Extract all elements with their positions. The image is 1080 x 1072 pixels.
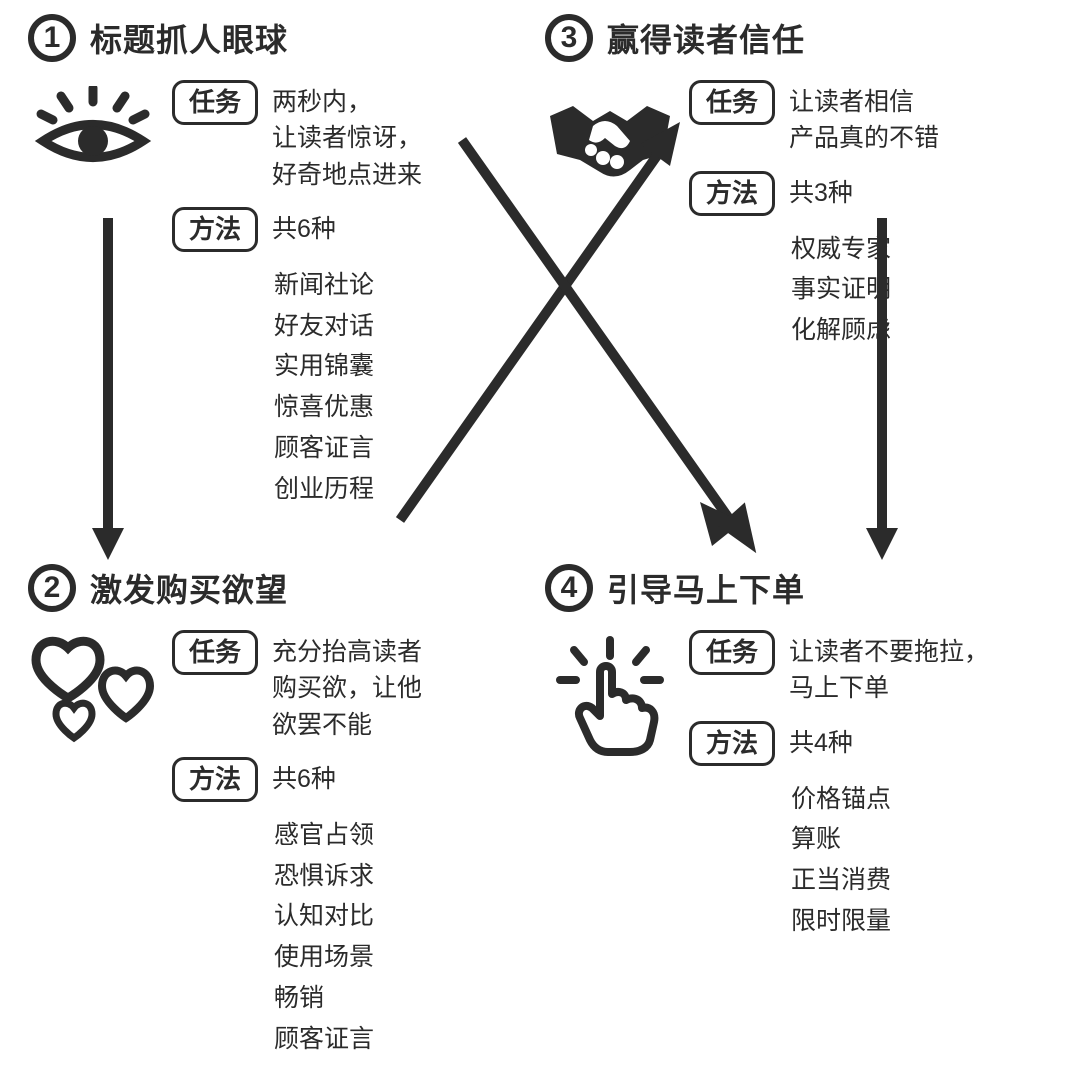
- arrow-right-down: [862, 218, 902, 560]
- q2-header: 2 激发购买欲望: [28, 564, 538, 612]
- q3-header: 3 赢得读者信任: [545, 14, 1055, 62]
- q2-method-count: 共6种: [272, 757, 336, 797]
- method-label: 方法: [689, 721, 775, 766]
- q3-method-count: 共3种: [789, 171, 853, 211]
- q3-number: 3: [545, 14, 593, 62]
- task-label: 任务: [172, 630, 258, 675]
- quadrant-4: 4 引导马上下单 任务 让读者不要拖拉，马上下单 方法: [545, 564, 1055, 943]
- arrow-left-down: [88, 218, 128, 560]
- q4-method-list: 价格锚点算账正当消费限时限量: [791, 780, 1055, 941]
- click-icon: [545, 630, 675, 943]
- q3-task-text: 让读者相信产品真的不错: [789, 80, 939, 157]
- q3-title: 赢得读者信任: [607, 15, 805, 61]
- q4-method-count: 共4种: [789, 721, 853, 761]
- q2-method-list: 感官占领恐惧诉求认知对比使用场景畅销顾客证言: [274, 816, 538, 1059]
- q1-number: 1: [28, 14, 76, 62]
- q2-task-text: 充分抬高读者购买欲，让他欲罢不能: [272, 630, 422, 743]
- q2-number: 2: [28, 564, 76, 612]
- q4-header: 4 引导马上下单: [545, 564, 1055, 612]
- q1-header: 1 标题抓人眼球: [28, 14, 538, 62]
- hearts-icon: [28, 630, 158, 1060]
- task-label: 任务: [689, 630, 775, 675]
- q4-title: 引导马上下单: [607, 565, 805, 611]
- method-label: 方法: [172, 207, 258, 252]
- quadrant-2: 2 激发购买欲望 任务 充分抬高读者购买欲，让他欲罢不能 方法 共6种 感官占领…: [28, 564, 538, 1060]
- task-label: 任务: [172, 80, 258, 125]
- q1-title: 标题抓人眼球: [90, 15, 288, 61]
- arrow-diagonal-down: [420, 110, 760, 550]
- q1-method-count: 共6种: [272, 207, 336, 247]
- q4-number: 4: [545, 564, 593, 612]
- q4-task-text: 让读者不要拖拉，马上下单: [789, 630, 989, 707]
- q3-method-list: 权威专家事实证明化解顾虑: [791, 230, 1055, 350]
- q2-title: 激发购买欲望: [90, 565, 288, 611]
- arrow-diagonal-down-head: [710, 500, 770, 560]
- method-label: 方法: [172, 757, 258, 802]
